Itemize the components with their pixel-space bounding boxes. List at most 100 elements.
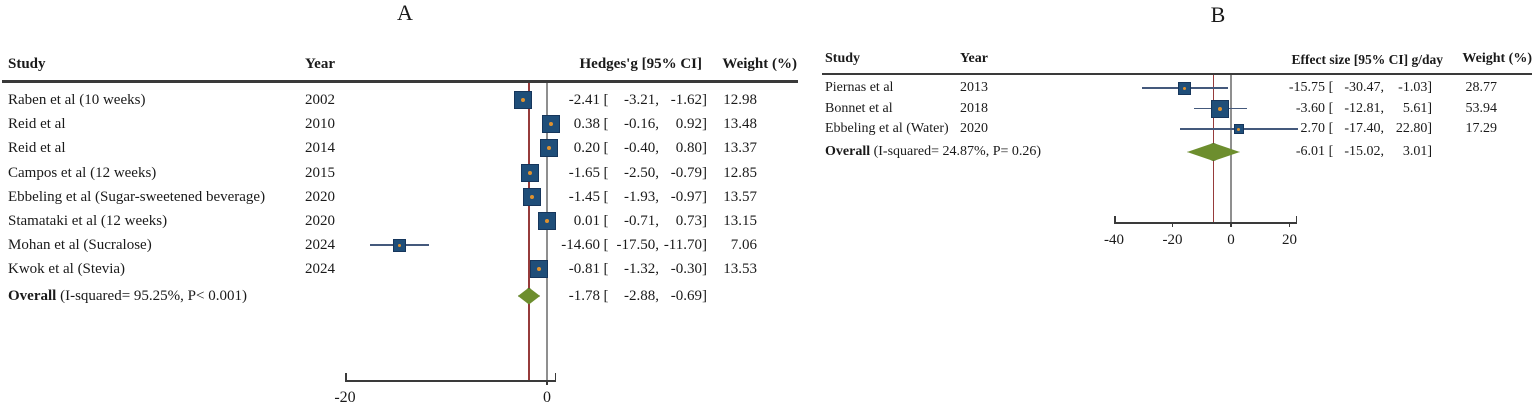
overall-ci-value: -6.01[ -15.02, 3.01] xyxy=(1265,142,1432,162)
x-axis-tick-label: -20 xyxy=(334,389,356,406)
study-label: Piernas et al xyxy=(825,80,894,95)
weight-value: 17.29 xyxy=(1465,121,1498,136)
column-header-effect: Effect size [95% CI] g/day xyxy=(1291,52,1443,67)
effect-estimate: 0.01 xyxy=(573,213,600,229)
ci-upper: -0.79] xyxy=(670,164,707,181)
x-axis-endcap-left xyxy=(1114,216,1116,222)
ci-open-bracket: [ xyxy=(1328,121,1334,136)
study-label: Bonnet et al xyxy=(825,100,893,116)
ci-lower: -30.47, xyxy=(1344,80,1384,95)
ci-upper: 0.73] xyxy=(675,213,707,229)
ci-lower: -15.02, xyxy=(1344,144,1384,159)
ci-upper: -1.03] xyxy=(1398,80,1432,95)
weight-value: 13.48 xyxy=(723,116,757,133)
ci-open-bracket: [ xyxy=(603,237,609,254)
effect-marker-dot xyxy=(530,194,535,199)
overall-diamond xyxy=(517,287,541,305)
effect-ci-value: -2.41[-3.21, -1.62] xyxy=(540,90,707,110)
year-label: 2024 xyxy=(305,261,335,278)
effect-square xyxy=(393,238,407,252)
header-rule xyxy=(822,73,1532,75)
effect-marker-dot xyxy=(545,219,550,223)
weight-value: 12.98 xyxy=(723,92,757,108)
ci-open-bracket: [ xyxy=(1328,144,1334,159)
column-header-year: Year xyxy=(305,56,335,72)
effect-marker-dot xyxy=(398,243,402,247)
weight-value: 28.77 xyxy=(1465,80,1498,95)
weight-value: 12.85 xyxy=(723,164,757,181)
year-label: 2010 xyxy=(305,116,335,133)
ci-upper: 3.01] xyxy=(1402,144,1432,159)
x-axis-tick xyxy=(1288,222,1291,227)
header-rule xyxy=(2,80,798,83)
effect-ci-value: -3.60[-12.81, 5.61] xyxy=(1265,99,1432,119)
effect-marker-dot xyxy=(520,98,525,102)
x-axis-endcap-left xyxy=(345,373,347,380)
column-header-weight: Weight (%) xyxy=(1462,51,1532,66)
effect-estimate: -1.45 xyxy=(568,188,600,205)
effect-ci-value: 0.38[-0.16, 0.92] xyxy=(540,114,707,134)
ci-lower: -0.40, xyxy=(624,140,659,157)
ci-upper: 0.92] xyxy=(675,116,707,133)
effect-square xyxy=(1233,124,1244,134)
effect-ci-value: 0.20[-0.40, 0.80] xyxy=(540,138,707,158)
effect-marker-dot xyxy=(536,267,541,272)
study-label: Kwok et al (Stevia) xyxy=(8,261,126,278)
overall-ci-value: -1.78[-2.88, -0.69] xyxy=(540,286,707,306)
effect-estimate: 0.20 xyxy=(573,140,600,157)
column-header-study: Study xyxy=(825,51,861,66)
panel-b-label: B xyxy=(1210,2,1226,27)
year-label: 2020 xyxy=(960,121,988,136)
ci-lower: -0.16, xyxy=(624,116,659,133)
effect-square xyxy=(523,187,542,206)
weight-value: 13.53 xyxy=(723,261,757,278)
x-axis-tick-label: -40 xyxy=(1104,232,1124,248)
effect-ci-value: -15.75[-30.47, -1.03] xyxy=(1265,78,1432,98)
ci-lower: -1.32, xyxy=(624,261,659,278)
ci-lower: -2.50, xyxy=(624,164,659,181)
effect-square xyxy=(538,212,557,230)
overall-label: Overall (I-squared= 95.25%, P< 0.001) xyxy=(8,286,247,306)
effect-estimate: -6.01 xyxy=(1295,144,1325,159)
x-axis-tick xyxy=(546,380,548,385)
overall-diamond xyxy=(1187,143,1240,161)
effect-square xyxy=(513,91,532,109)
effect-estimate: -0.81 xyxy=(568,261,600,278)
ci-lower: -17.50, xyxy=(616,237,660,254)
overall-label-stats: (I-squared= 95.25%, P< 0.001) xyxy=(56,288,247,304)
effect-estimate: -1.78 xyxy=(568,288,600,304)
ci-open-bracket: [ xyxy=(603,116,609,133)
column-header-year: Year xyxy=(960,51,988,66)
effect-estimate: -2.41 xyxy=(568,92,600,108)
ci-open-bracket: [ xyxy=(603,188,609,205)
effect-ci-value: 2.70[-17.40, 22.80] xyxy=(1265,119,1433,139)
effect-estimate: 2.70 xyxy=(1300,121,1326,136)
ci-open-bracket: [ xyxy=(603,288,609,304)
weight-value: 53.94 xyxy=(1465,100,1498,116)
effect-marker-dot xyxy=(528,170,533,175)
column-header-study: Study xyxy=(8,56,46,72)
x-axis-endcap-right xyxy=(554,373,556,380)
x-axis-tick xyxy=(1230,222,1232,227)
effect-ci-value: -0.81[-1.32, -0.30] xyxy=(540,259,707,279)
effect-square xyxy=(541,115,560,134)
ci-upper: -0.30] xyxy=(670,261,707,278)
year-label: 2018 xyxy=(960,100,988,116)
ci-open-bracket: [ xyxy=(603,92,609,108)
ci-lower: -0.71, xyxy=(624,213,659,229)
forest-panel-a: A Study Year Hedges'g [95% CI] Weight (%… xyxy=(2,0,798,406)
study-label: Campos et al (12 weeks) xyxy=(8,164,157,181)
pooled-estimate-line xyxy=(528,83,530,380)
effect-estimate: -3.60 xyxy=(1295,100,1325,116)
effect-marker-dot xyxy=(1237,127,1241,131)
year-label: 2014 xyxy=(305,140,335,157)
effect-square xyxy=(1211,99,1230,118)
year-label: 2002 xyxy=(305,92,335,108)
overall-label-bold: Overall xyxy=(825,144,871,159)
overall-label: Overall (I-squared= 24.87%, P= 0.26) xyxy=(825,142,1041,162)
ci-upper: -1.62] xyxy=(670,92,707,108)
ci-upper: -0.97] xyxy=(670,188,707,205)
effect-marker-dot xyxy=(1218,106,1223,111)
weight-value: 13.57 xyxy=(723,188,757,205)
ci-open-bracket: [ xyxy=(1328,100,1334,116)
